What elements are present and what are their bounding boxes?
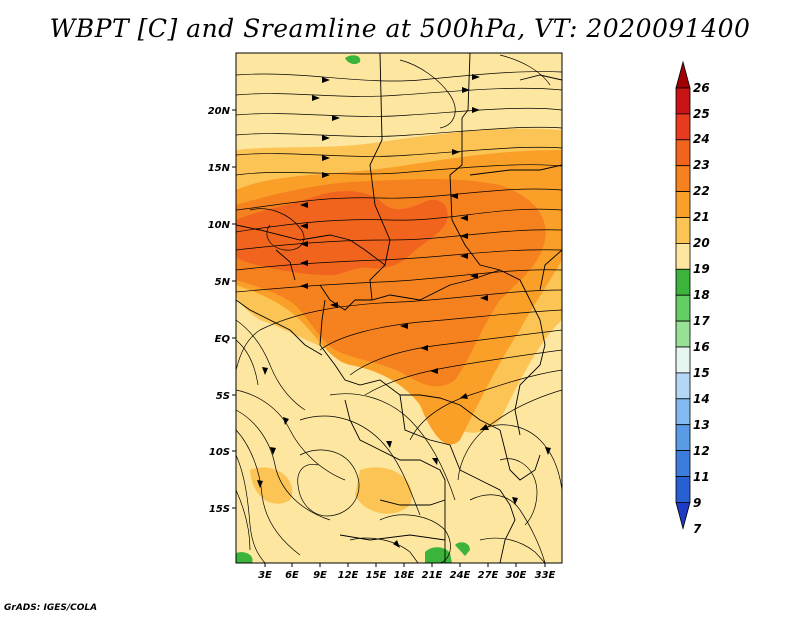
lon-label: 27E bbox=[478, 570, 499, 581]
streamline-arrows bbox=[257, 74, 551, 548]
colorbar-arrow-bottom bbox=[675, 501, 691, 530]
wbpt-contour-23-24 bbox=[236, 191, 448, 275]
lon-label: 3E bbox=[258, 570, 272, 581]
lon-label: 18E bbox=[394, 570, 415, 581]
colorbar-label: 17 bbox=[693, 314, 710, 328]
colorbar-label: 11 bbox=[693, 470, 710, 484]
colorbar-label: 18 bbox=[693, 288, 710, 302]
lat-label: 10N bbox=[208, 220, 231, 231]
colorbar-segment bbox=[675, 398, 691, 426]
colorbar-segment bbox=[675, 191, 691, 218]
colorbar-label: 22 bbox=[693, 184, 710, 198]
colorbar-labels: 26 25 24 23 22 21 20 19 18 17 16 15 14 1… bbox=[693, 81, 710, 536]
colorbar-label: 23 bbox=[693, 158, 710, 172]
map-title: WBPT [C] and Sreamline at 500hPa, VT: 20… bbox=[49, 14, 751, 43]
colorbar bbox=[675, 60, 691, 530]
colorbar-segment bbox=[675, 346, 691, 374]
lat-label: 5S bbox=[216, 391, 230, 402]
colorbar-segment bbox=[675, 242, 691, 270]
lon-label: 21E bbox=[422, 570, 443, 581]
lon-axis bbox=[264, 563, 546, 567]
colorbar-label: 13 bbox=[693, 418, 710, 432]
wbpt-green-south2 bbox=[455, 542, 470, 556]
lon-label: 15E bbox=[366, 570, 387, 581]
wbpt-patch-sw bbox=[250, 467, 293, 504]
grads-credit: GrADS: IGES/COLA bbox=[4, 603, 98, 613]
lat-label: 15N bbox=[208, 163, 231, 174]
lon-label: 30E bbox=[506, 570, 527, 581]
colorbar-segment bbox=[675, 424, 691, 452]
colorbar-segment bbox=[675, 113, 691, 141]
map-frame bbox=[235, 52, 563, 564]
colorbar-label: 12 bbox=[693, 444, 710, 458]
colorbar-arrow-top bbox=[675, 60, 691, 89]
lon-label: 9E bbox=[313, 570, 327, 581]
colorbar-label: 14 bbox=[693, 392, 710, 406]
colorbar-label: 15 bbox=[693, 366, 710, 380]
colorbar-segment bbox=[675, 476, 691, 503]
colorbar-label: 20 bbox=[693, 236, 710, 250]
colorbar-segment bbox=[675, 217, 691, 244]
wbpt-green-north bbox=[345, 55, 361, 65]
colorbar-label: 19 bbox=[693, 262, 710, 276]
lon-label: 12E bbox=[338, 570, 359, 581]
lat-label: 5N bbox=[215, 277, 231, 288]
lat-label: 20N bbox=[208, 106, 231, 117]
colorbar-segment bbox=[675, 268, 691, 296]
colorbar-label: 25 bbox=[693, 107, 710, 121]
colorbar-segment bbox=[675, 165, 691, 192]
colorbar-label: 9 bbox=[693, 496, 701, 510]
streamlines bbox=[236, 54, 562, 563]
lat-axis bbox=[232, 109, 236, 509]
colorbar-segment bbox=[675, 294, 691, 322]
colorbar-segment bbox=[675, 372, 691, 400]
lon-label: 6E bbox=[285, 570, 299, 581]
lon-label: 33E bbox=[535, 570, 556, 581]
lat-label: 10S bbox=[209, 447, 230, 458]
wbpt-patch-south bbox=[355, 467, 412, 514]
lat-label: 15S bbox=[209, 504, 230, 515]
map-panel bbox=[236, 53, 562, 563]
colorbar-label: 21 bbox=[693, 210, 710, 224]
colorbar-segment bbox=[675, 139, 691, 167]
colorbar-label: 26 bbox=[693, 81, 710, 95]
colorbar-label: 24 bbox=[693, 132, 710, 146]
wbpt-green-sw bbox=[236, 552, 253, 563]
colorbar-segment bbox=[675, 87, 691, 115]
colorbar-segment bbox=[675, 320, 691, 348]
colorbar-label: 16 bbox=[693, 340, 710, 354]
colorbar-label: 7 bbox=[693, 522, 702, 536]
lat-label: EQ bbox=[215, 334, 231, 345]
lon-label: 24E bbox=[450, 570, 471, 581]
colorbar-segment bbox=[675, 450, 691, 477]
